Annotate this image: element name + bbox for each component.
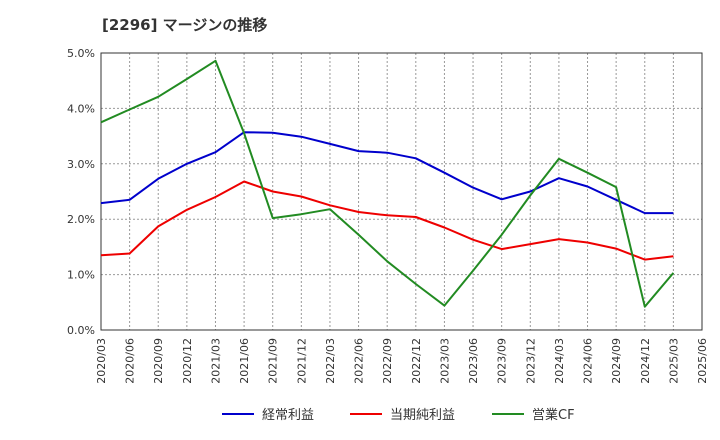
x-tick-label: 2021/03 <box>209 338 222 384</box>
x-tick-label: 2021/12 <box>295 338 308 384</box>
x-tick-label: 2022/12 <box>410 338 423 384</box>
x-tick-label: 2021/09 <box>267 338 280 384</box>
x-tick-label: 2022/06 <box>353 338 366 384</box>
x-tick-label: 2022/09 <box>381 338 394 384</box>
x-tick-label: 2023/03 <box>438 338 451 384</box>
legend-label-1: 当期純利益 <box>390 408 455 423</box>
x-tick-label: 2020/06 <box>124 338 137 384</box>
x-tick-label: 2024/12 <box>639 338 652 384</box>
plot-area <box>101 53 702 330</box>
x-tick-label: 2020/03 <box>95 338 108 384</box>
y-tick-label: 3.0% <box>67 158 95 171</box>
series-layer <box>100 59 675 308</box>
grid-layer <box>101 52 702 330</box>
x-tick-label: 2021/06 <box>238 338 251 384</box>
x-tick-label: 2024/06 <box>582 338 595 384</box>
x-tick-label: 2020/12 <box>181 338 194 384</box>
x-tick-label: 2024/09 <box>610 338 623 384</box>
legend-label-2: 営業CF <box>532 407 575 423</box>
legend: 経常利益 当期純利益 営業CF <box>222 407 575 423</box>
axis-layer: 0.0% 1.0% 2.0% 3.0% 4.0% 5.0% 2020/03 2020/06 20… <box>67 47 709 384</box>
x-tick-label: 2023/12 <box>524 338 537 384</box>
x-tick-label: 2020/09 <box>152 338 165 384</box>
x-tick-label: 2025/03 <box>667 338 680 384</box>
series-line-1 <box>100 180 674 261</box>
chart-title: [2296] マージンの推移 <box>102 16 268 34</box>
plot-border <box>100 52 703 331</box>
y-tick-label: 5.0% <box>67 47 95 60</box>
x-tick-label: 2024/03 <box>553 338 566 384</box>
y-tick-label: 0.0% <box>67 324 95 337</box>
y-tick-label: 1.0% <box>67 269 95 282</box>
x-tick-label: 2025/06 <box>696 338 709 384</box>
series-line-2 <box>100 59 675 308</box>
y-tick-label: 4.0% <box>67 102 95 115</box>
series-line-0 <box>100 131 674 215</box>
x-tick-label: 2023/06 <box>467 338 480 384</box>
y-tick-label: 2.0% <box>67 213 95 226</box>
x-tick-label: 2023/09 <box>496 338 509 384</box>
x-tick-label: 2022/03 <box>324 338 337 384</box>
legend-label-0: 経常利益 <box>262 408 314 423</box>
